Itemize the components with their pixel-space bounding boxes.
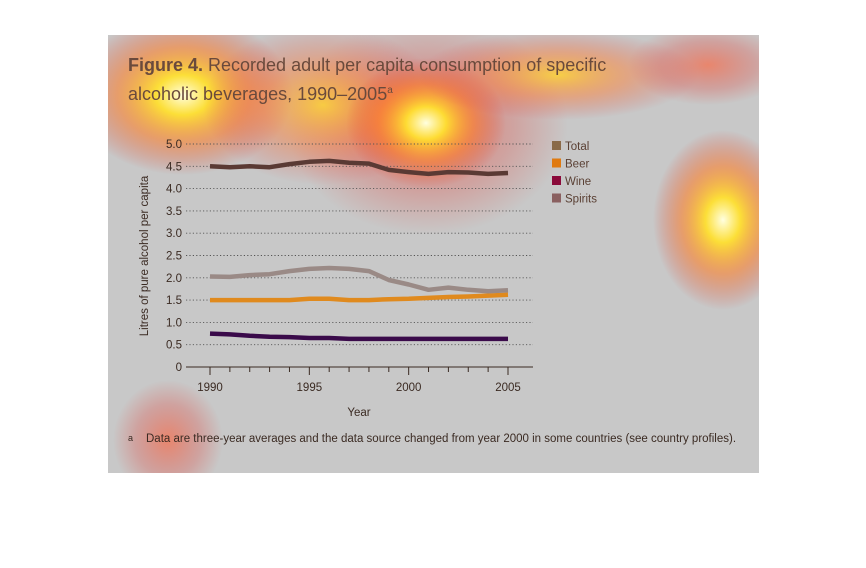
y-tick-label: 4.5 (166, 161, 182, 173)
y-tick-label: 3.5 (166, 206, 182, 218)
y-tick-label: 0.5 (166, 340, 182, 352)
legend-swatch-total (552, 141, 561, 150)
legend-label-beer: Beer (565, 159, 589, 171)
legend-swatch-beer (552, 158, 561, 168)
legend-label-wine: Wine (565, 176, 591, 188)
x-tick-label: 2005 (495, 382, 521, 394)
axes: 0 0.5 1.0 1.5 2.0 2.5 3.0 3.5 4.0 4.5 5.0 1990 1995 2… (139, 139, 533, 419)
y-tick-label: 0 (176, 362, 182, 374)
legend-label-total: Total (565, 141, 589, 153)
series-lines (209, 158, 509, 342)
x-tick-label: 2000 (396, 382, 422, 394)
y-tick-label: 5.0 (166, 139, 182, 151)
series-line-wine (209, 331, 508, 342)
legend: Total Beer Wine Spirits (552, 141, 597, 206)
y-tick-label: 1.0 (166, 317, 182, 329)
figure-panel: Figure 4. Recorded adult per capita cons… (108, 35, 759, 473)
x-tick-label: 1995 (297, 382, 323, 394)
x-axis-title: Year (347, 407, 370, 419)
line-chart: 0 0.5 1.0 1.5 2.0 2.5 3.0 3.5 4.0 4.5 5.0 1990 1995 2… (139, 139, 597, 419)
series-line-spirits (209, 265, 509, 294)
y-tick-label: 2.5 (166, 251, 182, 263)
y-tick-label: 3.0 (166, 228, 182, 240)
footnote-text: Data are three-year averages and the dat… (146, 433, 737, 445)
y-tick-label: 2.0 (166, 273, 182, 285)
series-line-total (209, 158, 509, 177)
x-tick-label: 1990 (197, 382, 223, 394)
y-tick-label: 4.0 (166, 184, 182, 196)
footnote: a Data are three-year averages and the da… (128, 433, 748, 445)
legend-swatch-spirits (552, 193, 561, 203)
legend-label-spirits: Spirits (565, 194, 597, 206)
footnote-mark: a (128, 433, 134, 443)
series-line-beer (210, 292, 509, 303)
y-tick-label: 1.5 (166, 295, 182, 307)
legend-swatch-wine (552, 176, 561, 185)
y-axis-title: Litres of pure alcohol per capita (139, 175, 151, 336)
